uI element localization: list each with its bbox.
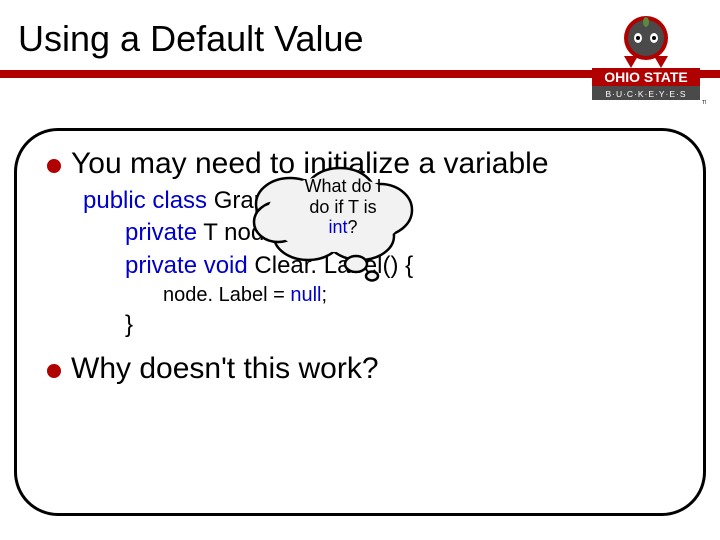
thought-line-1: What do I <box>304 176 381 196</box>
thought-line-2: do if T is <box>309 197 376 217</box>
slide-title: Using a Default Value <box>18 18 364 60</box>
bullet-dot-icon <box>47 159 61 173</box>
code-line-3: private void Clear. Label() { <box>125 250 673 282</box>
code-keyword: null <box>290 284 321 306</box>
bullet-dot-icon <box>47 364 61 378</box>
code-line-5: } <box>125 309 673 341</box>
thought-line-3-rest: ? <box>348 217 358 237</box>
thought-keyword: int <box>328 217 347 237</box>
thought-bubble-text: What do I do if T is int? <box>278 176 408 238</box>
code-text: ; <box>321 284 327 306</box>
logo-bottom-text: B·U·C·K·E·Y·E·S <box>605 89 686 99</box>
bullet-2-text: Why doesn't this work? <box>71 352 379 386</box>
slide: Using a Default Value OHIO STATE B·U·C·K… <box>0 0 720 540</box>
logo-tm: TM <box>702 100 706 106</box>
code-keyword: public class <box>83 187 207 214</box>
code-keyword: private <box>125 219 197 246</box>
code-text: } <box>125 311 133 338</box>
bullet-2: Why doesn't this work? <box>47 352 673 386</box>
code-line-4: node. Label = null; <box>163 282 673 309</box>
code-text: node. Label = <box>163 284 290 306</box>
ohio-state-logo: OHIO STATE B·U·C·K·E·Y·E·S TM <box>586 10 706 110</box>
code-keyword: private void <box>125 252 248 279</box>
code-text: Clear. Label() { <box>248 252 413 279</box>
logo-top-text: OHIO STATE <box>604 69 687 85</box>
